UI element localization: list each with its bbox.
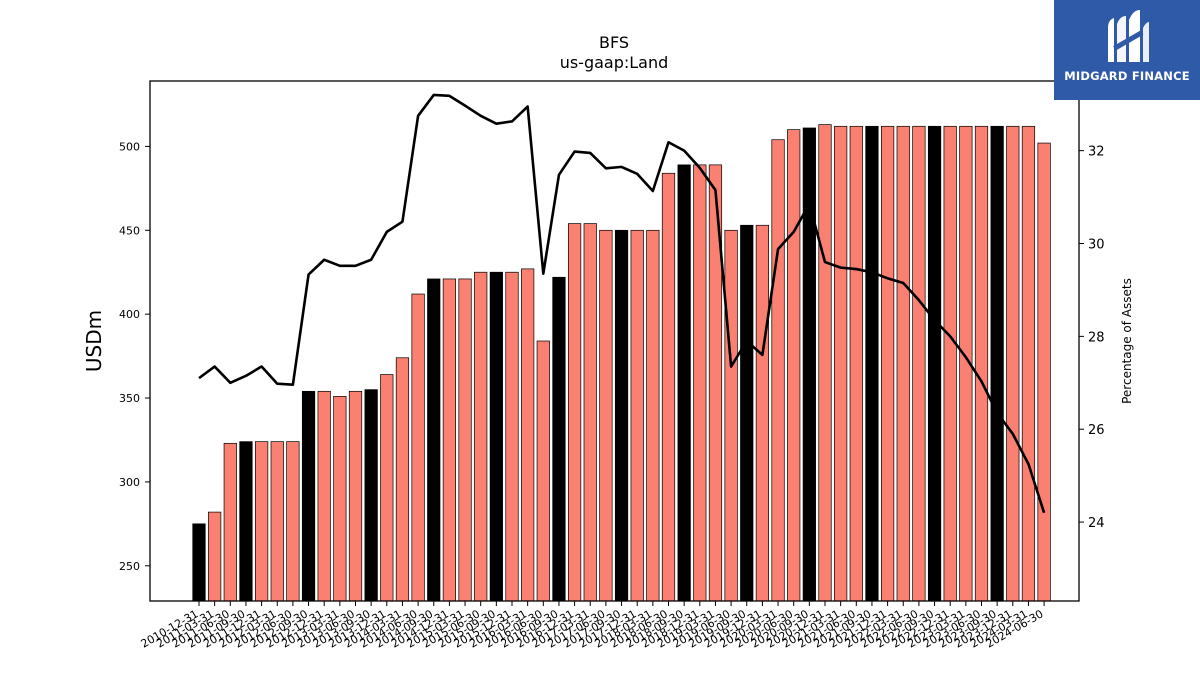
bar [348,390,363,602]
bar [364,389,378,602]
bar [693,164,707,602]
y-tick-label: 450 [119,224,140,237]
y-tick-label: 350 [119,392,140,405]
y-tick-label: 500 [119,140,140,153]
percentage-line [198,93,1046,514]
y2-tick-label: 24 [1088,516,1105,531]
bar [552,276,566,602]
bar [1037,142,1051,602]
line-layer [198,93,1046,514]
bar [943,125,957,602]
bar [442,278,456,602]
bar [411,293,425,602]
bar [912,125,926,602]
bar [896,125,910,602]
bar [990,125,1004,602]
x-axis: 2010-12-312011-03-312011-06-302011-09-30… [139,601,1046,651]
bar [208,511,222,602]
y2-tick-label: 32 [1088,145,1105,160]
bar [317,390,331,602]
bar [395,357,410,602]
bar [818,124,832,602]
bar [880,125,895,602]
bar [630,229,644,602]
bar [787,129,801,602]
bar [474,271,488,602]
y2-tick-label: 30 [1088,238,1105,253]
y-tick-label: 300 [119,476,140,489]
bar [505,271,519,602]
bar [802,127,816,602]
bar [661,172,676,602]
bar [724,229,738,602]
bar [677,164,691,602]
bar [740,224,754,602]
bar [614,229,629,602]
bar [583,223,597,602]
chart-subtitle: us-gaap:Land [560,53,669,72]
bar [1021,125,1036,602]
bar [521,268,535,602]
logo-text: MIDGARD FINANCE [1064,69,1190,83]
chart-title: BFS [599,33,629,52]
bar [974,125,989,602]
bar [489,271,503,602]
bar [599,229,613,602]
bar [427,278,441,602]
y-axis-label: USDm [82,310,106,372]
bar [380,374,394,602]
bar [1006,125,1020,602]
bar [567,223,582,602]
bar [192,523,206,602]
midgard-finance-logo: MIDGARD FINANCE [1054,0,1200,100]
midgard-m-logo-icon [1108,10,1149,62]
y2-tick-label: 26 [1088,423,1105,438]
right-axis: 24 26 28 30 32 [1079,145,1105,531]
bar [270,441,284,602]
y-tick-label: 400 [119,308,140,321]
plot-frame [149,80,1080,602]
y2-tick-label: 28 [1088,330,1105,345]
left-axis: 250 300 350 400 450 500 [119,140,150,573]
bar [286,441,300,602]
bar [927,125,942,602]
bar [865,125,879,602]
bar [536,340,550,602]
bar [646,229,660,602]
bar [333,396,347,602]
bars-layer [192,124,1051,602]
bar [239,441,253,602]
bar [755,224,770,602]
bar [223,442,237,602]
y2-axis-label: Percentage of Assets [1120,278,1134,404]
bar [771,139,785,602]
bar [301,390,316,602]
bar [458,278,472,602]
bar [849,125,863,602]
bar [834,125,848,602]
y-tick-label: 250 [119,560,140,573]
bar [255,441,269,602]
